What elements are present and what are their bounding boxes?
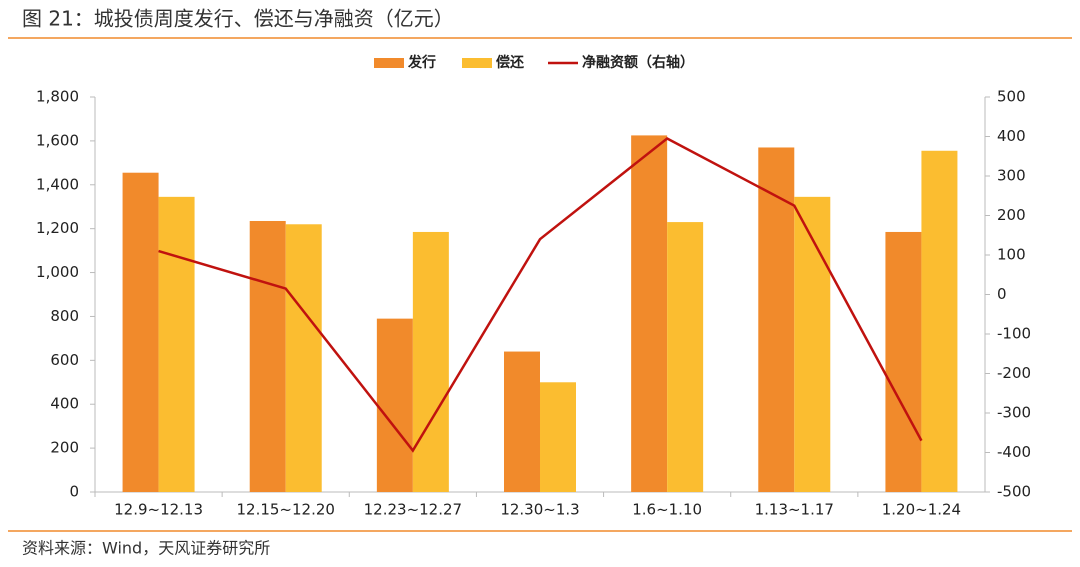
y-tick-label: 1,000 bbox=[36, 263, 79, 281]
bar bbox=[158, 196, 195, 492]
bar bbox=[758, 147, 795, 492]
chart-title: 图 21：城投债周度发行、偿还与净融资（亿元） bbox=[22, 7, 454, 31]
y-tick-label: 1,200 bbox=[36, 219, 79, 237]
bar bbox=[885, 231, 922, 493]
y-tick-label: 0 bbox=[69, 483, 79, 501]
y-tick-label: 400 bbox=[50, 395, 79, 413]
x-tick-label: 12.23~12.27 bbox=[364, 501, 462, 519]
line bbox=[158, 136, 923, 453]
legend-label: 净融资额（右轴） bbox=[582, 54, 694, 71]
y2-tick-label: 400 bbox=[997, 127, 1026, 145]
y2-tick-label: -100 bbox=[997, 325, 1031, 343]
legend-label: 发行 bbox=[407, 54, 436, 71]
bar bbox=[122, 172, 159, 493]
y2-tick-label: 0 bbox=[997, 285, 1007, 303]
x-tick-label: 1.13~1.17 bbox=[755, 501, 834, 519]
bar bbox=[794, 196, 831, 492]
y2-tick-label: 100 bbox=[997, 246, 1026, 264]
y-tick-label: 800 bbox=[50, 307, 79, 325]
x-tick-label: 1.6~1.10 bbox=[632, 501, 702, 519]
legend-label: 偿还 bbox=[496, 54, 525, 71]
bar bbox=[376, 318, 413, 492]
bar bbox=[631, 135, 668, 492]
legend-swatch bbox=[374, 58, 404, 68]
y2-tick-label: 500 bbox=[997, 88, 1026, 106]
y-tick-label: 200 bbox=[50, 439, 79, 457]
y2-tick-label: -500 bbox=[997, 483, 1031, 501]
x-tick-label: 12.15~12.20 bbox=[236, 501, 334, 519]
source: 资料来源：Wind，天风证券研究所 bbox=[22, 539, 270, 558]
bar bbox=[412, 231, 449, 493]
y-tick-label: 1,800 bbox=[36, 88, 79, 106]
legend-swatch bbox=[462, 58, 492, 68]
y2-tick-label: -200 bbox=[997, 364, 1031, 382]
x-tick-label: 12.9~12.13 bbox=[114, 501, 203, 519]
x-tick-label: 12.30~1.3 bbox=[500, 501, 579, 519]
y2-tick-label: -400 bbox=[997, 443, 1031, 461]
x-tick-label: 1.20~1.24 bbox=[882, 501, 961, 519]
y2-tick-label: 200 bbox=[997, 206, 1026, 224]
bar bbox=[504, 351, 540, 492]
bar bbox=[540, 382, 576, 492]
y-tick-label: 600 bbox=[50, 351, 79, 369]
bar bbox=[667, 222, 704, 493]
y2-tick-label: 300 bbox=[997, 167, 1026, 185]
y2-tick-label: -300 bbox=[997, 404, 1031, 422]
y-tick-label: 1,400 bbox=[36, 175, 79, 193]
bar bbox=[285, 224, 322, 492]
y-tick-label: 1,600 bbox=[36, 131, 79, 149]
bar bbox=[249, 220, 286, 492]
bar bbox=[921, 150, 958, 492]
